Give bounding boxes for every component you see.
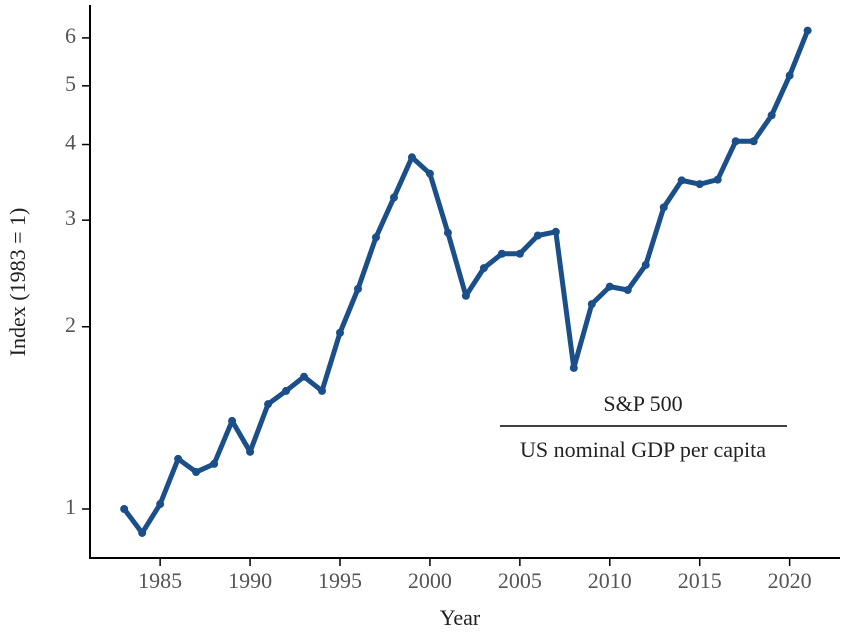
point [443, 228, 452, 237]
x-tick-label: 2000 [408, 568, 452, 593]
point [318, 386, 327, 395]
y-tick-label: 2 [65, 312, 76, 337]
annotation-numerator: S&P 500 [603, 391, 682, 416]
point [371, 233, 380, 242]
annotation-denominator: US nominal GDP per capita [520, 437, 766, 462]
x-tick-label: 1990 [228, 568, 272, 593]
point [713, 175, 722, 184]
x-tick-label: 2005 [498, 568, 542, 593]
point [353, 284, 362, 293]
point [120, 505, 129, 514]
y-tick-label: 4 [65, 130, 76, 155]
point [533, 231, 542, 240]
point [461, 291, 470, 300]
x-axis-label: Year [440, 605, 481, 630]
point [641, 260, 650, 269]
point [389, 193, 398, 202]
point [228, 416, 237, 425]
point [785, 71, 794, 80]
point [282, 386, 291, 395]
point [246, 447, 255, 456]
point [174, 454, 183, 463]
y-tick-label: 6 [65, 23, 76, 48]
x-tick-label: 2015 [678, 568, 722, 593]
point [659, 203, 668, 212]
y-axis-label: Index (1983 = 1) [5, 208, 30, 357]
point [623, 286, 632, 295]
y-tick-label: 3 [65, 205, 76, 230]
point [138, 528, 147, 537]
point [479, 264, 488, 273]
point [210, 459, 219, 468]
point [605, 282, 614, 291]
point [497, 249, 506, 258]
x-tick-label: 1985 [138, 568, 182, 593]
point [264, 400, 273, 409]
x-tick-label: 2020 [768, 568, 812, 593]
y-tick-label: 5 [65, 71, 76, 96]
point [551, 227, 560, 236]
point [695, 180, 704, 189]
point [731, 137, 740, 146]
point [767, 111, 776, 120]
x-tick-label: 2010 [588, 568, 632, 593]
point [407, 153, 416, 162]
point [515, 249, 524, 258]
point [569, 363, 578, 372]
y-tick-label: 1 [65, 494, 76, 519]
point [587, 300, 596, 309]
point [677, 176, 686, 185]
point [300, 372, 309, 381]
point [156, 500, 165, 509]
point [425, 169, 434, 178]
point [749, 137, 758, 146]
x-tick-label: 1995 [318, 568, 362, 593]
point [336, 328, 344, 337]
point [192, 468, 201, 477]
point [803, 26, 812, 35]
